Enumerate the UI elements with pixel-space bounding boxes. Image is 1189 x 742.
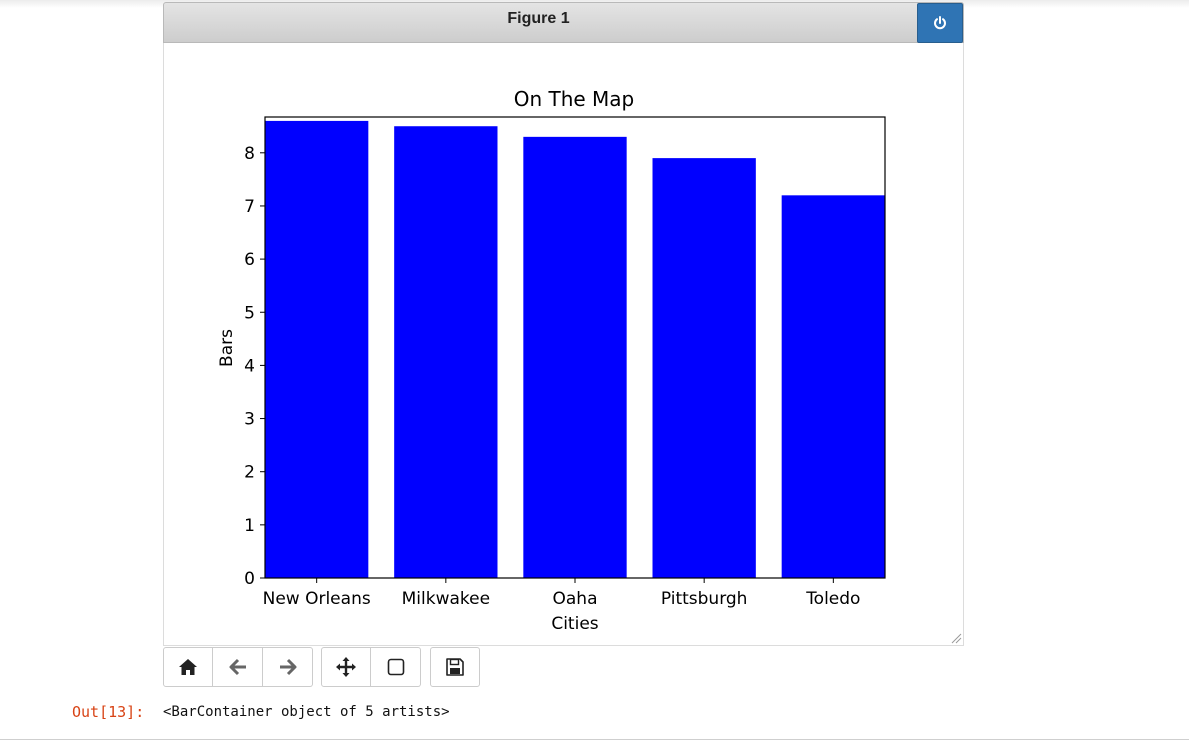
x-tick-label-3: Pittsburgh: [661, 589, 748, 609]
pan-button[interactable]: [321, 647, 371, 687]
output-text: <BarContainer object of 5 artists>: [163, 704, 450, 720]
arrow-left-icon: [229, 658, 246, 676]
bar-2: [523, 136, 627, 578]
home-button[interactable]: [163, 647, 213, 687]
home-icon: [179, 659, 197, 675]
figure-title: Figure 1: [507, 10, 570, 27]
figure-header: Figure 1: [163, 2, 964, 43]
back-button[interactable]: [213, 647, 263, 687]
y-tick-label-6: 6: [244, 250, 255, 270]
x-tick-label-1: Milkwakee: [402, 589, 490, 609]
figure-canvas[interactable]: On The Map 0 1 2 3 4 5 6 7 8 New Orleans Milkwake…: [163, 43, 964, 646]
save-group: [430, 647, 480, 687]
y-tick-label-8: 8: [244, 144, 255, 164]
bar-1: [394, 126, 498, 578]
bar-chart: On The Map 0 1 2 3 4 5 6 7 8 New Orleans Milkwake…: [217, 87, 886, 634]
forward-button[interactable]: [263, 647, 313, 687]
y-tick-label-4: 4: [244, 356, 255, 376]
y-axis-label: Bars: [217, 329, 237, 367]
arrow-right-icon: [279, 658, 296, 676]
navigation-group: [163, 647, 313, 687]
bar-0: [265, 120, 369, 578]
y-tick-label-2: 2: [244, 463, 255, 483]
x-tick-label-0: New Orleans: [263, 589, 371, 609]
y-tick-label-5: 5: [244, 303, 255, 323]
interaction-group: [321, 647, 421, 687]
y-tick-label-7: 7: [244, 197, 255, 217]
y-tick-label-3: 3: [244, 410, 255, 430]
y-tick-label-0: 0: [244, 569, 255, 589]
bar-4: [781, 195, 885, 578]
power-icon: [934, 16, 946, 30]
bar-3: [652, 158, 756, 578]
zoom-rect-icon: [387, 658, 404, 676]
move-icon: [336, 657, 356, 677]
x-tick-label-4: Toledo: [805, 589, 860, 609]
save-icon: [446, 658, 464, 676]
cell-divider: [0, 739, 1189, 740]
output-prompt: Out[13]:: [72, 703, 145, 721]
x-tick-label-2: Oaha: [553, 589, 598, 609]
save-button[interactable]: [430, 647, 480, 687]
plot-frame: [264, 116, 886, 579]
zoom-to-rect-button[interactable]: [371, 647, 421, 687]
resize-handle[interactable]: [950, 632, 962, 644]
x-axis-label: Cities: [551, 614, 598, 634]
close-figure-button[interactable]: [917, 3, 963, 43]
y-tick-label-1: 1: [244, 516, 255, 536]
chart-title: On The Map: [514, 87, 635, 111]
